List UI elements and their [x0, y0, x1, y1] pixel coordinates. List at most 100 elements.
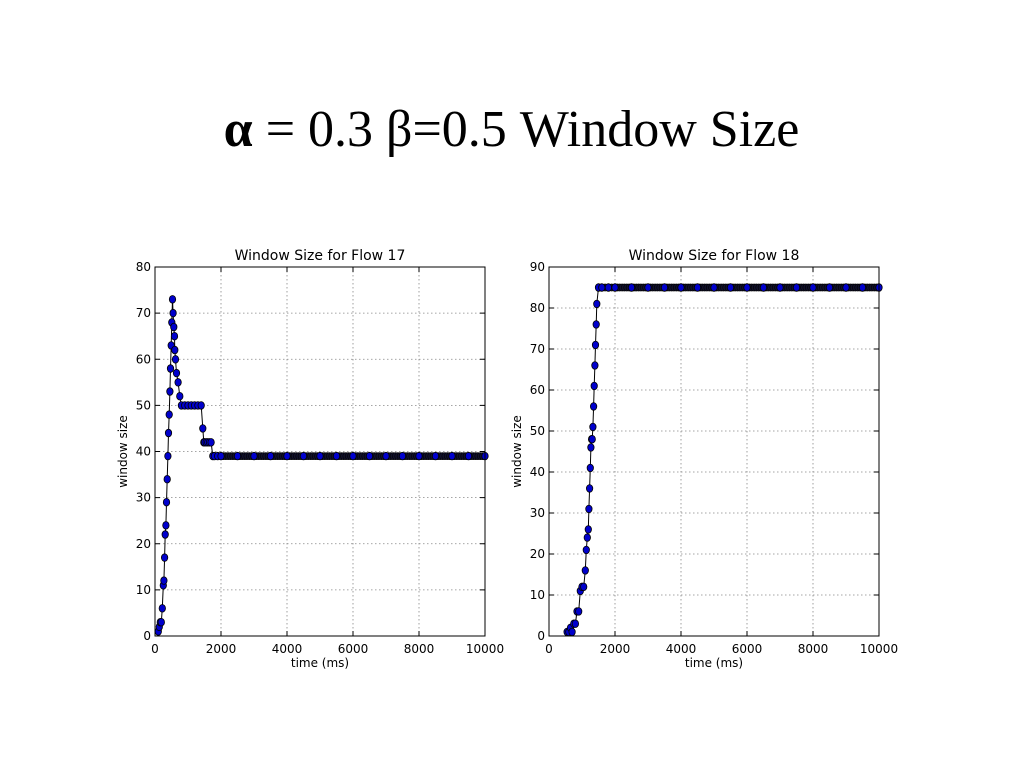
data-point: [587, 443, 595, 452]
data-point: [415, 451, 423, 461]
chart-flow-17-svg: Window Size for Flow 17 0 2000 4000 6000 8000…: [116, 248, 504, 670]
data-point: [160, 553, 169, 562]
y-tick-label: 50: [136, 398, 151, 412]
series-line: [567, 287, 879, 634]
data-point: [660, 283, 669, 292]
data-point: [710, 283, 718, 292]
y-tick-label: 60: [530, 383, 545, 397]
data-point: [176, 391, 184, 401]
data-point: [590, 381, 598, 391]
x-tick-label: 2000: [600, 642, 631, 656]
data-point: [158, 604, 166, 613]
data-point: [693, 283, 702, 292]
data-point: [160, 576, 168, 585]
data-point: [592, 320, 600, 329]
y-tick-label: 80: [530, 301, 545, 315]
data-point: [593, 299, 601, 309]
y-tick-label: 80: [136, 260, 151, 274]
data-point: [580, 582, 588, 591]
data-point: [316, 451, 324, 461]
data-point: [598, 283, 606, 292]
data-point: [583, 533, 591, 542]
x-tick-label: 8000: [798, 642, 829, 656]
data-point: [170, 331, 179, 341]
data-point: [585, 504, 593, 514]
chart-flow-18: Window Size for Flow 18 0 2000 4000 6000 8000…: [504, 238, 904, 682]
data-point: [299, 451, 308, 461]
x-tick-label: 2000: [206, 642, 237, 656]
data-point: [165, 410, 173, 419]
x-tick-label: 10000: [860, 642, 898, 656]
data-point: [589, 422, 597, 432]
data-point: [250, 451, 258, 461]
data-point: [590, 402, 598, 411]
data-point: [591, 340, 600, 350]
data-point: [588, 434, 596, 444]
plot-frame: [154, 266, 486, 637]
y-tick-label: 0: [143, 629, 151, 643]
y-axis-label: window size: [116, 415, 130, 488]
data-point: [464, 451, 473, 461]
data-point: [233, 451, 242, 461]
data-point: [584, 525, 592, 534]
slide-title: α = 0.3 β=0.5 Window Size: [0, 104, 1023, 156]
data-point: [575, 607, 583, 616]
data-point: [197, 401, 205, 410]
data-point: [858, 283, 867, 292]
data-point: [792, 283, 801, 292]
data-point: [591, 361, 599, 370]
series-line: [157, 299, 485, 632]
data-point: [743, 283, 751, 292]
data-point: [169, 308, 177, 318]
data-point: [586, 484, 594, 493]
x-tick-label: 6000: [732, 642, 763, 656]
y-tick-label: 20: [530, 547, 545, 561]
data-point: [568, 627, 576, 637]
x-tick-label: 0: [151, 642, 159, 656]
data-point: [644, 283, 652, 292]
data-point: [171, 355, 180, 364]
data-point: [448, 451, 456, 461]
data-point: [162, 498, 171, 507]
y-tick-label: 10: [530, 588, 545, 602]
data-point: [627, 283, 636, 292]
data-point: [161, 530, 169, 539]
title-text: = 0.3 β=0.5 Window Size: [252, 101, 800, 158]
data-point: [842, 283, 850, 292]
y-axis-label: window size: [510, 415, 524, 488]
data-point: [164, 428, 173, 438]
y-tick-label: 30: [136, 491, 151, 505]
x-axis-label: time (ms): [291, 656, 349, 670]
data-point: [431, 451, 440, 461]
x-axis-label: time (ms): [685, 656, 743, 670]
chart-title: Window Size for Flow 17: [235, 248, 406, 264]
data-point: [677, 283, 685, 292]
data-point: [382, 451, 390, 461]
data-point: [332, 451, 341, 461]
y-tick-label: 90: [530, 260, 545, 274]
data-point: [776, 283, 784, 292]
x-tick-label: 8000: [404, 642, 435, 656]
data-point: [266, 451, 275, 461]
data-point: [283, 451, 291, 461]
data-point: [199, 424, 207, 433]
data-point: [611, 283, 619, 292]
data-point: [581, 566, 589, 575]
data-point: [170, 322, 178, 332]
data-point: [825, 283, 834, 292]
y-tick-label: 10: [136, 583, 151, 597]
data-point: [604, 283, 613, 292]
data-point: [157, 618, 165, 627]
x-tick-label: 6000: [338, 642, 369, 656]
data-point: [398, 451, 407, 461]
y-tick-label: 60: [136, 352, 151, 366]
x-tick-label: 10000: [466, 642, 504, 656]
data-point: [586, 463, 594, 473]
y-tick-label: 70: [530, 342, 545, 356]
data-point: [164, 451, 172, 461]
data-point: [571, 619, 580, 628]
title-alpha-symbol: α: [223, 101, 253, 158]
y-tick-label: 50: [530, 424, 545, 438]
data-point: [166, 387, 174, 396]
data-point: [217, 451, 225, 461]
